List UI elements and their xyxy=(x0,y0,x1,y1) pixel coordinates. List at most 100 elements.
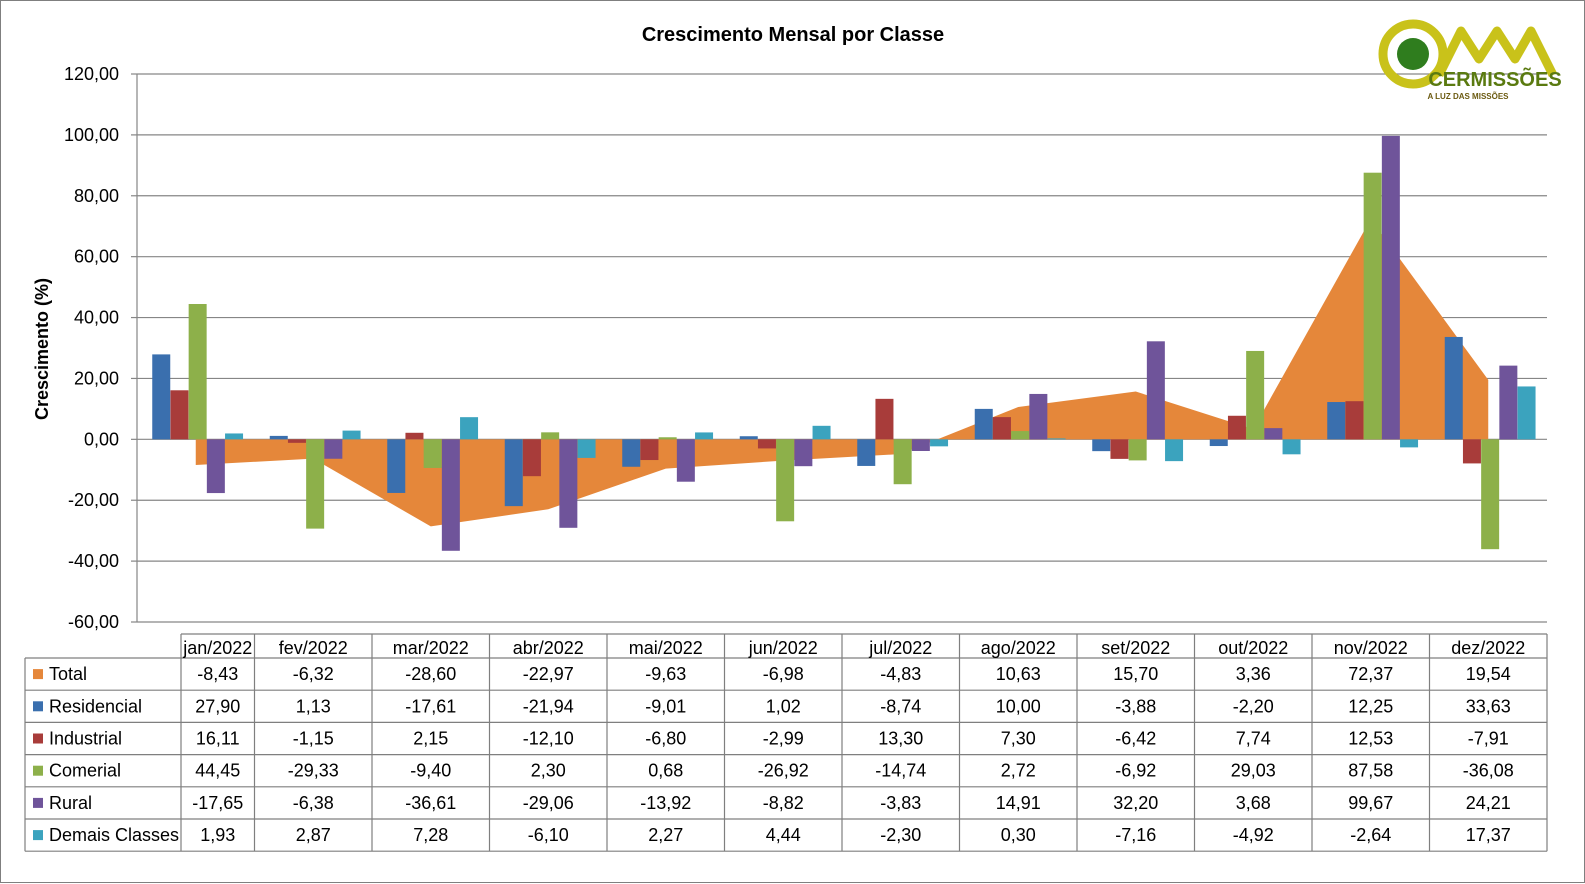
table-cell: 7,74 xyxy=(1236,729,1271,749)
bar-industrial xyxy=(1345,401,1364,440)
bar-comerial xyxy=(423,439,442,468)
bar-comerial xyxy=(1011,431,1030,440)
table-cell: -29,33 xyxy=(288,761,339,781)
table-cell: 12,25 xyxy=(1348,696,1393,716)
table-cell: 10,00 xyxy=(996,696,1041,716)
table-cell: 44,45 xyxy=(195,761,240,781)
table-row-label: Residencial xyxy=(49,696,142,716)
table-cell: -13,92 xyxy=(640,793,691,813)
table-cell: 17,37 xyxy=(1466,825,1511,845)
table-cell: -4,92 xyxy=(1233,825,1274,845)
gridlines xyxy=(131,73,1547,623)
y-tick-label: -20,00 xyxy=(68,490,119,510)
company-logo: CERMISSÕES A LUZ DAS MISSÕES xyxy=(1378,19,1562,101)
table-cell: 87,58 xyxy=(1348,761,1393,781)
table-cell: 3,36 xyxy=(1236,664,1271,684)
table-cell: -9,01 xyxy=(645,696,686,716)
table-header-cell: out/2022 xyxy=(1218,638,1288,658)
bar-rural xyxy=(1146,341,1165,440)
y-tick-label: 20,00 xyxy=(74,368,119,388)
bar-industrial xyxy=(522,439,541,477)
table-row-label: Comerial xyxy=(49,761,121,781)
legend-key xyxy=(33,733,43,744)
bar-comerial xyxy=(1246,350,1265,440)
table-cell: 7,28 xyxy=(413,825,448,845)
table-header-cell: mar/2022 xyxy=(393,638,469,658)
bar-demais-classes xyxy=(460,417,479,440)
bar-residencial xyxy=(622,439,641,467)
bar-residencial xyxy=(1092,439,1111,452)
legend-key xyxy=(33,830,43,841)
bar-comerial xyxy=(1128,439,1147,461)
table-row-label: Rural xyxy=(49,793,92,813)
logo-m-shape xyxy=(1434,26,1558,78)
table-row-label: Demais Classes xyxy=(49,825,179,845)
table-header-cell: nov/2022 xyxy=(1334,638,1408,658)
table-cell: -36,61 xyxy=(405,793,456,813)
table-cell: -3,83 xyxy=(880,793,921,813)
bar-demais-classes xyxy=(812,425,831,440)
y-tick-label: -40,00 xyxy=(68,551,119,571)
bar-industrial xyxy=(640,439,659,461)
bar-rural xyxy=(1264,428,1283,440)
bar-demais-classes xyxy=(1400,439,1419,448)
bar-comerial xyxy=(893,439,912,485)
table-cell: 27,90 xyxy=(195,696,240,716)
legend-key xyxy=(33,669,43,680)
table-cell: -7,91 xyxy=(1468,729,1509,749)
table-cell: 0,68 xyxy=(648,761,683,781)
table-cell: -17,65 xyxy=(192,793,243,813)
legend-key xyxy=(33,797,43,808)
bar-rural xyxy=(1381,135,1400,440)
table-cell: 29,03 xyxy=(1231,761,1276,781)
table-cell: -6,10 xyxy=(528,825,569,845)
y-tick-label: 60,00 xyxy=(74,247,119,267)
bar-residencial xyxy=(504,439,523,507)
table-header-cell: fev/2022 xyxy=(279,638,348,658)
table-cell: -7,16 xyxy=(1115,825,1156,845)
bar-residencial xyxy=(857,439,876,466)
bar-comerial xyxy=(306,439,325,529)
table-header-cell: jun/2022 xyxy=(748,638,818,658)
bar-demais-classes xyxy=(1047,438,1066,440)
y-tick-label: 40,00 xyxy=(74,308,119,328)
bar-demais-classes xyxy=(342,430,361,440)
bar-demais-classes xyxy=(577,439,596,458)
table-header-cell: set/2022 xyxy=(1101,638,1170,658)
table-cell: -21,94 xyxy=(523,696,574,716)
bar-industrial xyxy=(875,398,894,440)
bar-comerial xyxy=(1481,439,1500,550)
table-row-label: Total xyxy=(49,664,87,684)
table-cell: 72,37 xyxy=(1348,664,1393,684)
table-header-cell: dez/2022 xyxy=(1451,638,1525,658)
table-cell: 99,67 xyxy=(1348,793,1393,813)
table-cell: -6,42 xyxy=(1115,729,1156,749)
logo-tagline: A LUZ DAS MISSÕES xyxy=(1427,92,1509,101)
bar-residencial xyxy=(152,354,171,440)
legend-key xyxy=(33,701,43,712)
table-cell: -2,64 xyxy=(1350,825,1391,845)
table-cell: 3,68 xyxy=(1236,793,1271,813)
table-cell: 1,02 xyxy=(766,696,801,716)
table-cell: -14,74 xyxy=(875,761,926,781)
bar-demais-classes xyxy=(1282,439,1301,455)
bar-comerial xyxy=(188,304,207,440)
table-cell: -6,32 xyxy=(293,664,334,684)
table-cell: -2,20 xyxy=(1233,696,1274,716)
table-cell: 2,87 xyxy=(296,825,331,845)
table-cell: -6,38 xyxy=(293,793,334,813)
bar-rural xyxy=(1499,365,1518,440)
bar-residencial xyxy=(974,408,993,440)
logo-ring xyxy=(1378,19,1448,89)
table-cell: 13,30 xyxy=(878,729,923,749)
bar-series-group xyxy=(152,135,1536,551)
bar-comerial xyxy=(658,437,677,440)
table-cell: -26,92 xyxy=(758,761,809,781)
table-cell: -4,83 xyxy=(880,664,921,684)
bar-rural xyxy=(911,439,930,451)
bar-industrial xyxy=(287,439,306,443)
bar-industrial xyxy=(405,432,424,440)
table-cell: -2,99 xyxy=(763,729,804,749)
bar-residencial xyxy=(387,439,406,493)
